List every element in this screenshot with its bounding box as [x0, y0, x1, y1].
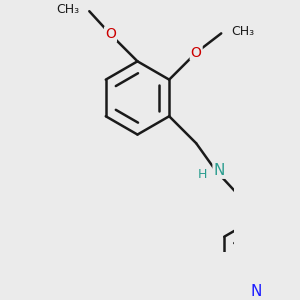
Text: N: N	[250, 284, 262, 299]
Text: CH₃: CH₃	[231, 25, 254, 38]
Text: N: N	[214, 163, 225, 178]
Text: CH₃: CH₃	[56, 3, 80, 16]
Text: O: O	[105, 27, 116, 41]
Text: H: H	[197, 168, 207, 181]
Text: O: O	[191, 46, 202, 60]
